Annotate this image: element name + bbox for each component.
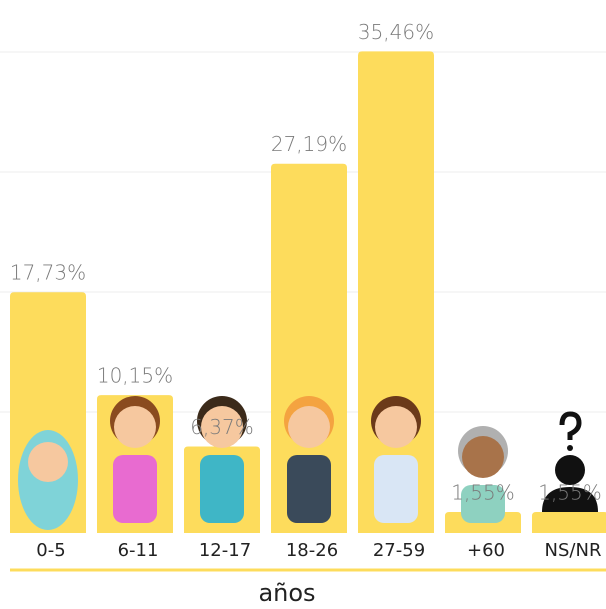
figure-face xyxy=(462,436,504,478)
value-label: 10,15% xyxy=(97,364,173,388)
icon-question xyxy=(562,414,579,440)
figure-illustration xyxy=(458,426,508,523)
x-tick-label: 18-26 xyxy=(286,540,338,561)
x-tick-label: 12-17 xyxy=(199,540,251,561)
figure-body xyxy=(287,455,331,523)
x-tick-label: 27-59 xyxy=(373,540,425,561)
figure-body xyxy=(374,455,418,523)
value-label: 1,55% xyxy=(451,480,515,504)
icon-question-dot xyxy=(567,445,573,451)
x-axis-label: años xyxy=(258,579,315,607)
figure-illustration xyxy=(284,396,334,523)
value-label: 27,19% xyxy=(271,132,347,156)
value-label: 1,55% xyxy=(538,480,602,504)
figure-face xyxy=(114,406,156,448)
x-tick-label: NS/NR xyxy=(545,540,602,561)
figure-illustration xyxy=(110,396,160,523)
x-tick-label: 0-5 xyxy=(36,540,65,561)
figure-face xyxy=(375,406,417,448)
baby-face xyxy=(28,442,68,482)
figure-illustration xyxy=(371,396,421,523)
chart: años 17,73% 0-5 10,15% 6-11 6,37% 12-17 27,19%… xyxy=(0,0,606,609)
value-label: 35,46% xyxy=(358,20,434,44)
figure-face xyxy=(288,406,330,448)
figure-body xyxy=(200,455,244,523)
figure-body xyxy=(113,455,157,523)
x-tick-label: 6-11 xyxy=(118,540,159,561)
x-tick-label: +60 xyxy=(467,540,505,561)
bar xyxy=(532,512,606,533)
value-label: 6,37% xyxy=(190,415,254,439)
value-label: 17,73% xyxy=(10,261,86,285)
figure-illustration xyxy=(18,430,78,530)
